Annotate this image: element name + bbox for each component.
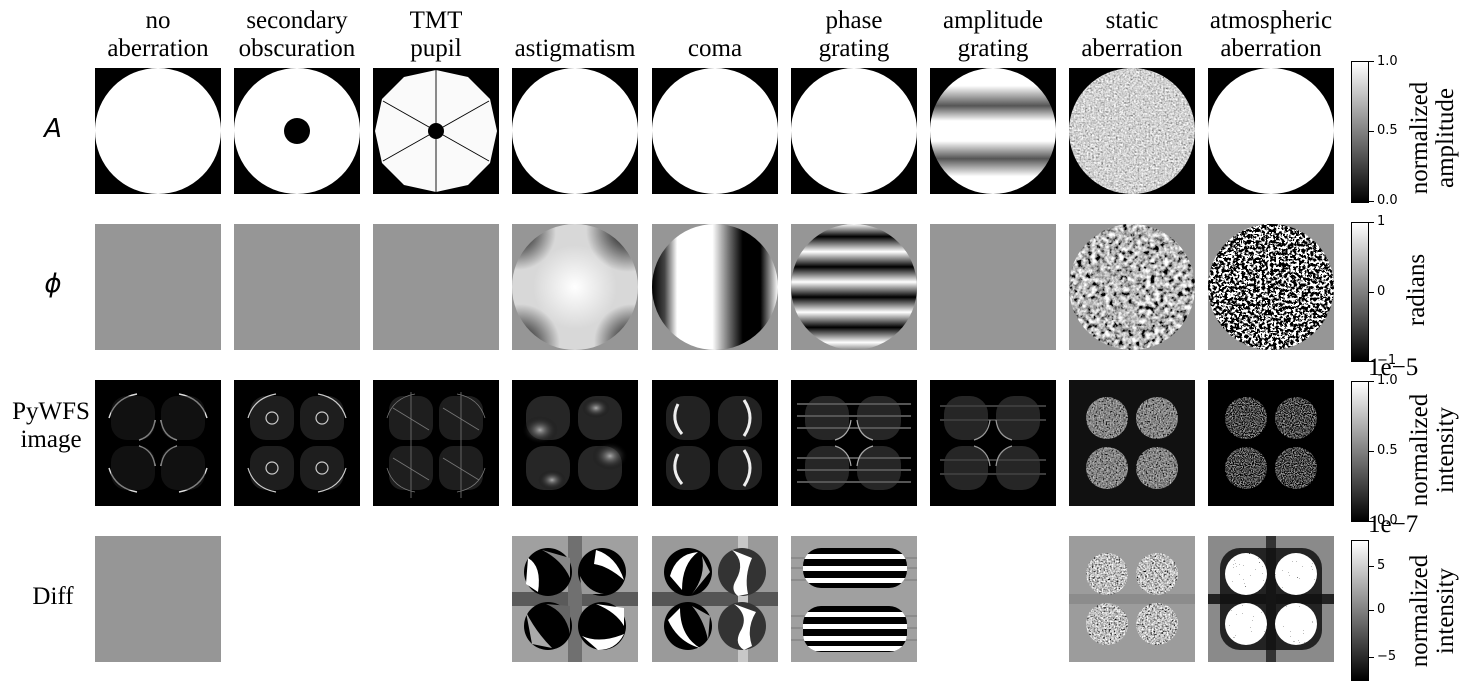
- panel-phase-atmospheric-aberration: [1208, 224, 1334, 350]
- column-title-static-aberration: static aberration: [1081, 7, 1183, 62]
- panel-amplitude-no-aberration: [95, 68, 221, 194]
- panel-phase-tmt-pupil: [373, 224, 499, 350]
- colorbar-radians: [1351, 222, 1369, 362]
- colorbar-radians-tick-mark: [1369, 292, 1374, 293]
- panel-pywfs-astigmatism: [512, 380, 638, 506]
- panel-diff-static-aberration: [1069, 536, 1195, 662]
- colorbar-diff-tick-mark: [1369, 610, 1374, 611]
- panel-phase-amplitude-grating: [930, 224, 1056, 350]
- column-title-atmospheric-aberration: atmospheric aberration: [1209, 7, 1333, 62]
- colorbar-intensity-tick-mark: [1369, 521, 1374, 522]
- colorbar-amplitude: [1351, 61, 1369, 203]
- panel-amplitude-static-aberration: [1069, 68, 1195, 194]
- panel-phase-secondary-obscuration: [234, 224, 360, 350]
- column-title-no-aberration: no aberration: [107, 7, 209, 62]
- colorbar-intensity-tick-mark: [1369, 451, 1374, 452]
- colorbar-diff-tick-min: −5: [1377, 649, 1397, 664]
- colorbar-diff-tick-mark: [1369, 657, 1374, 658]
- column-title-phase-grating: phase grating: [818, 7, 890, 62]
- row-label-amplitude: A: [44, 114, 62, 144]
- colorbar-amplitude-tick-max: 1.0: [1377, 54, 1398, 69]
- colorbar-amplitude-tick-mark: [1369, 201, 1374, 202]
- panel-phase-phase-grating: [791, 224, 917, 350]
- colorbar-amplitude-tick-mark: [1369, 61, 1374, 62]
- panel-pywfs-no-aberration: [95, 380, 221, 506]
- panel-amplitude-astigmatism: [512, 68, 638, 194]
- colorbar-radians-tick-mark: [1369, 222, 1374, 223]
- colorbar-intensity-label: normalized intensity: [1406, 393, 1459, 507]
- colorbar-radians-tick-min: −1: [1377, 353, 1397, 368]
- panel-pywfs-tmt-pupil: [373, 380, 499, 506]
- colorbar-intensity-tick-max: 1.0: [1377, 373, 1398, 388]
- panel-phase-static-aberration: [1069, 224, 1195, 350]
- colorbar-intensity-tick-mid: 0.5: [1377, 443, 1398, 458]
- colorbar-diff-tick-mid: 0: [1377, 602, 1386, 617]
- colorbar-radians-label: radians: [1403, 253, 1430, 327]
- colorbar-diff-label: normalized intensity: [1406, 554, 1459, 668]
- panel-phase-astigmatism: [512, 224, 638, 350]
- colorbar-amplitude-tick-mid: 0.5: [1377, 123, 1398, 138]
- colorbar-amplitude-tick-min: 0.0: [1377, 193, 1398, 208]
- colorbar-radians-tick-mark: [1369, 361, 1374, 362]
- panel-diff-atmospheric-aberration: [1208, 536, 1334, 662]
- colorbar-amplitude-label: normalized amplitude: [1406, 81, 1459, 195]
- panel-diff-astigmatism: [512, 536, 638, 662]
- colorbar-intensity-tick-mark: [1369, 381, 1374, 382]
- panel-pywfs-phase-grating: [791, 380, 917, 506]
- colorbar-amplitude-tick-mark: [1369, 131, 1374, 132]
- column-title-amplitude-grating: amplitude grating: [943, 7, 1043, 62]
- colorbar-diff-tick-max: 5: [1377, 558, 1386, 573]
- panel-amplitude-tmt-pupil: [373, 68, 499, 194]
- panel-amplitude-amplitude-grating: [930, 68, 1056, 194]
- colorbar-diff-tick-mark: [1369, 566, 1374, 567]
- panel-diff-phase-grating: [791, 536, 917, 662]
- row-label-pywfs-image: PyWFS image: [12, 398, 90, 453]
- panel-diff-coma: [652, 536, 778, 662]
- panel-amplitude-coma: [652, 68, 778, 194]
- panel-pywfs-static-aberration: [1069, 380, 1195, 506]
- colorbar-intensity: [1351, 381, 1369, 522]
- panel-amplitude-phase-grating: [791, 68, 917, 194]
- colorbar-diff-intensity: [1351, 540, 1369, 681]
- panel-phase-no-aberration: [95, 224, 221, 350]
- row-label-phase: ϕ: [44, 269, 62, 299]
- colorbar-intensity-tick-min: 0.0: [1377, 513, 1398, 528]
- column-title-tmt-pupil: TMT pupil: [409, 7, 463, 62]
- panel-phase-coma: [652, 224, 778, 350]
- column-title-astigmatism: astigmatism: [514, 35, 636, 62]
- panel-pywfs-coma: [652, 380, 778, 506]
- panel-pywfs-atmospheric-aberration: [1208, 380, 1334, 506]
- colorbar-diff-offset: 1e−7: [1368, 511, 1419, 538]
- panel-amplitude-secondary-obscuration: [234, 68, 360, 194]
- colorbar-intensity-offset: 1e−5: [1368, 354, 1419, 381]
- column-title-secondary-obscuration: secondary obscuration: [238, 7, 356, 62]
- panel-diff-no-aberration: [95, 536, 221, 662]
- colorbar-radians-tick-max: 1: [1377, 214, 1386, 229]
- panel-pywfs-amplitude-grating: [930, 380, 1056, 506]
- colorbar-radians-tick-mid: 0: [1377, 284, 1386, 299]
- panel-amplitude-atmospheric-aberration: [1208, 68, 1334, 194]
- panel-pywfs-secondary-obscuration: [234, 380, 360, 506]
- row-label-diff: Diff: [32, 583, 74, 610]
- column-title-coma: coma: [687, 35, 743, 62]
